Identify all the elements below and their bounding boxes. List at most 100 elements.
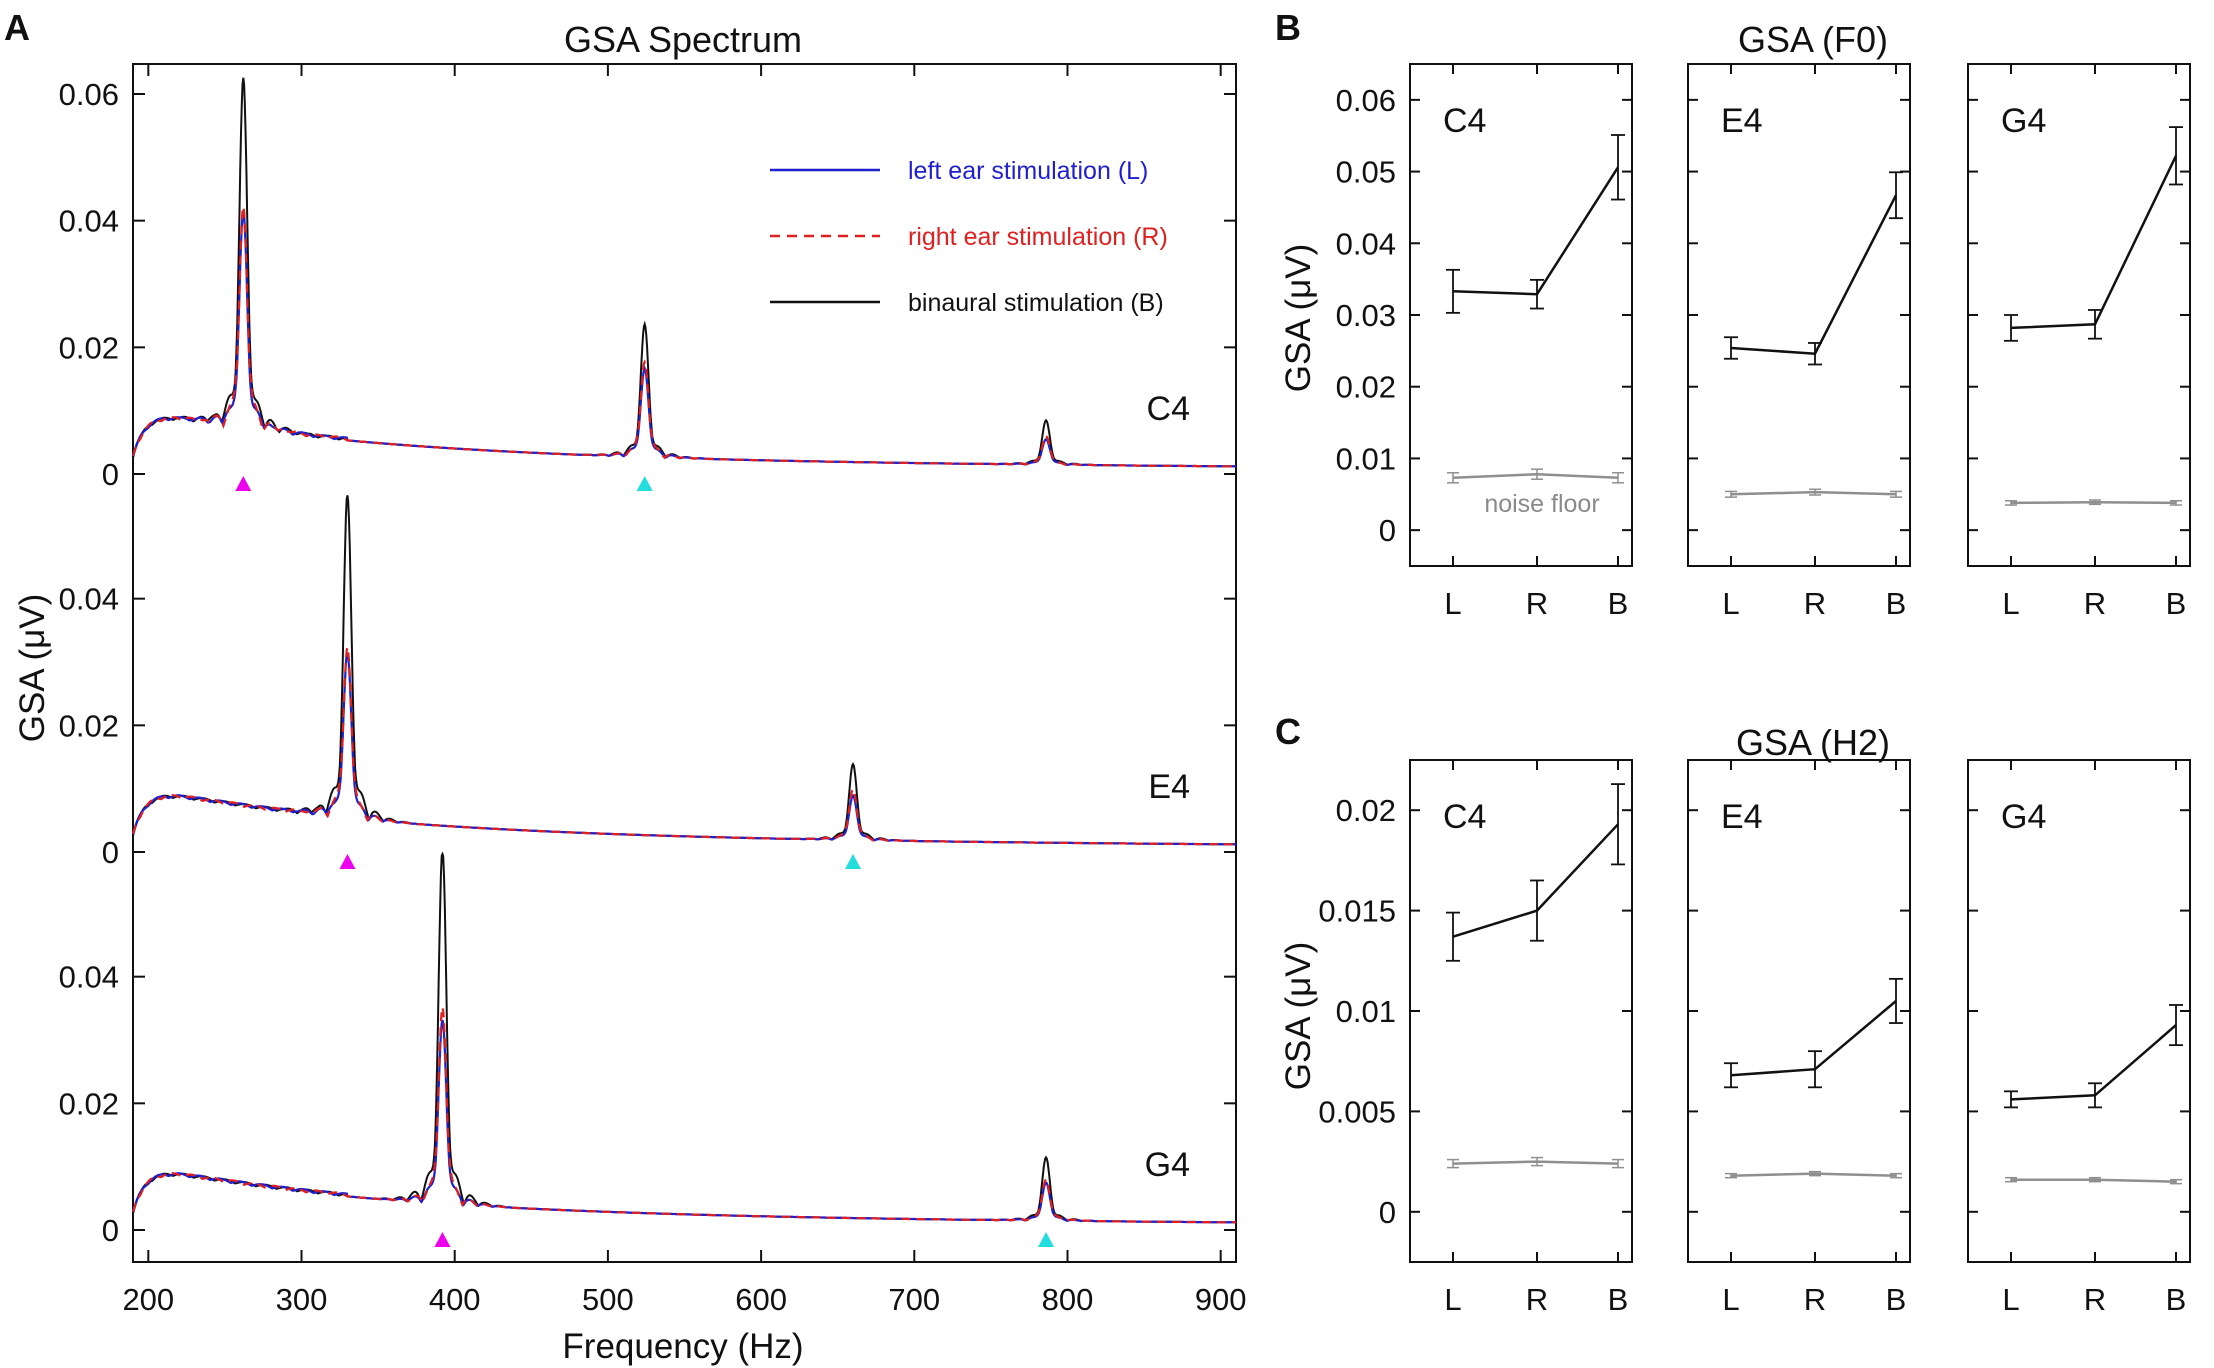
subplot-g4: L R B G4 xyxy=(1967,63,2191,621)
spectrum-curve-binaural xyxy=(132,77,1237,468)
legend-label-right: right ear stimulation (R) xyxy=(908,223,1168,251)
subplot-note-label: E4 xyxy=(1721,798,1763,836)
gsa-line xyxy=(2010,1024,2177,1101)
xtick-label: L xyxy=(2002,1282,2019,1317)
spectrum-ytick-label: 0.06 xyxy=(59,77,119,112)
xtick-label: B xyxy=(1886,1282,1907,1317)
f0-marker xyxy=(339,854,356,869)
xtick-label: R xyxy=(1804,1282,1826,1317)
xtick-label: B xyxy=(1886,586,1907,621)
spectrum-xlabel: Frequency (Hz) xyxy=(562,1327,803,1366)
spectrum-note-label: C4 xyxy=(1147,390,1190,428)
f0-panels: 0 0.01 0.02 0.03 0.04 0.05 0.06 L R B C4 noise floo… xyxy=(1336,63,2191,621)
spectrum-ytick-label: 0 xyxy=(102,835,119,870)
gsa-line xyxy=(2010,155,2178,330)
spectrum-xtick-label: 500 xyxy=(582,1282,634,1317)
xtick-label: L xyxy=(1722,1282,1739,1317)
ytick-label: 0.01 xyxy=(1336,994,1396,1029)
xtick-label: R xyxy=(1526,586,1548,621)
h2-panels: 0 0.005 0.01 0.015 0.02 L R B C4 L R B E4 L R B G4 xyxy=(1318,759,2191,1317)
subplot-c4: 0 0.01 0.02 0.03 0.04 0.05 0.06 L R B C4 noise floo… xyxy=(1336,63,1633,621)
spectrum-panel: GSA Spectrum 200 300 400 500 600 700 800 900 0.0… xyxy=(13,19,1247,1366)
gsa-line xyxy=(1730,194,1898,356)
h2-marker xyxy=(636,476,653,491)
subplot-c4: 0 0.005 0.01 0.015 0.02 L R B C4 xyxy=(1318,759,1633,1317)
ytick-label: 0.05 xyxy=(1336,155,1396,190)
spectrum-xtick-label: 800 xyxy=(1042,1282,1094,1317)
xtick-label: L xyxy=(1444,1282,1461,1317)
xtick-label: R xyxy=(1804,586,1826,621)
ytick-label: 0.06 xyxy=(1336,83,1396,118)
xtick-label: L xyxy=(1444,586,1461,621)
xtick-label: B xyxy=(1608,1282,1629,1317)
spectrum-curve-left xyxy=(131,652,1237,846)
xtick-label: B xyxy=(2166,586,2187,621)
legend-label-left: left ear stimulation (L) xyxy=(908,157,1148,185)
f0-marker xyxy=(235,476,252,491)
gsa-line xyxy=(1730,1000,1897,1077)
h2-ylabel: GSA (μV) xyxy=(1279,942,1318,1091)
f0-ylabel: GSA (μV) xyxy=(1279,244,1318,393)
ytick-label: 0.01 xyxy=(1336,441,1396,476)
spectrum-note-label: E4 xyxy=(1148,768,1190,806)
ytick-label: 0.02 xyxy=(1336,370,1396,405)
f0-marker xyxy=(434,1232,451,1247)
noise-line xyxy=(1452,1160,1619,1165)
ytick-label: 0.02 xyxy=(1336,793,1396,828)
ytick-label: 0.015 xyxy=(1318,894,1396,929)
subplot-g4: L R B G4 xyxy=(1967,759,2191,1317)
spectrum-xtick-label: 900 xyxy=(1195,1282,1247,1317)
subplot-e4: L R B E4 xyxy=(1687,759,1911,1317)
subplot-note-label: G4 xyxy=(2001,102,2046,140)
spectrum-frame xyxy=(132,63,1237,1263)
spectrum-xtick-label: 400 xyxy=(429,1282,481,1317)
ytick-label: 0 xyxy=(1379,513,1396,548)
subplot-note-label: G4 xyxy=(2001,798,2046,836)
spectrum-curve-binaural xyxy=(132,851,1237,1224)
xtick-label: R xyxy=(1526,1282,1548,1317)
spectrum-curve-right xyxy=(131,1007,1237,1224)
subplot-e4: L R B E4 xyxy=(1687,63,1911,621)
spectrum-ytick-label: 0.04 xyxy=(59,204,119,239)
ytick-label: 0.03 xyxy=(1336,298,1396,333)
panel-label-c: C xyxy=(1275,711,1301,752)
ytick-label: 0.04 xyxy=(1336,226,1396,261)
spectrum-curve-right xyxy=(131,647,1237,846)
noise-line xyxy=(1452,472,1619,480)
spectrum-xtick-label: 700 xyxy=(888,1282,940,1317)
spectrum-ytick-label: 0.02 xyxy=(59,330,119,365)
f0-title: GSA (F0) xyxy=(1738,19,1888,60)
spectrum-ytick-label: 0.04 xyxy=(59,960,119,995)
xtick-label: R xyxy=(2084,1282,2106,1317)
xtick-label: B xyxy=(1608,586,1629,621)
spectrum-ytick-label: 0.04 xyxy=(59,582,119,617)
spectrum-note-label: G4 xyxy=(1145,1146,1190,1184)
spectrum-legend: left ear stimulation (L) right ear stimu… xyxy=(770,157,1168,317)
h2-marker xyxy=(1038,1232,1055,1247)
legend-label-binaural: binaural stimulation (B) xyxy=(908,289,1164,317)
xtick-label: B xyxy=(2166,1282,2187,1317)
spectrum-title: GSA Spectrum xyxy=(564,19,802,60)
panel-label-b: B xyxy=(1275,7,1301,48)
spectrum-ylabel: GSA (μV) xyxy=(13,594,52,743)
spectrum-xtick-label: 200 xyxy=(122,1282,174,1317)
spectrum-curve-binaural xyxy=(132,495,1237,846)
gsa-line xyxy=(1452,166,1620,296)
subplot-note-label: E4 xyxy=(1721,102,1763,140)
spectrum-ytick-label: 0.02 xyxy=(59,1086,119,1121)
h2-marker xyxy=(845,854,862,869)
subplot-note-label: C4 xyxy=(1443,798,1486,836)
xtick-label: L xyxy=(2002,586,2019,621)
ytick-label: 0.005 xyxy=(1318,1094,1396,1129)
xtick-label: L xyxy=(1722,586,1739,621)
h2-title: GSA (H2) xyxy=(1736,722,1890,763)
spectrum-xtick-label: 300 xyxy=(276,1282,328,1317)
subplot-note-label: C4 xyxy=(1443,102,1486,140)
spectrum-curve-right xyxy=(131,206,1237,468)
spectrum-curve-left xyxy=(131,1019,1237,1224)
spectrum-ytick-label: 0 xyxy=(102,457,119,492)
noise-line xyxy=(2010,500,2177,505)
spectrum-ytick-label: 0 xyxy=(102,1213,119,1248)
xtick-label: R xyxy=(2084,586,2106,621)
noise-line xyxy=(1730,490,1897,496)
